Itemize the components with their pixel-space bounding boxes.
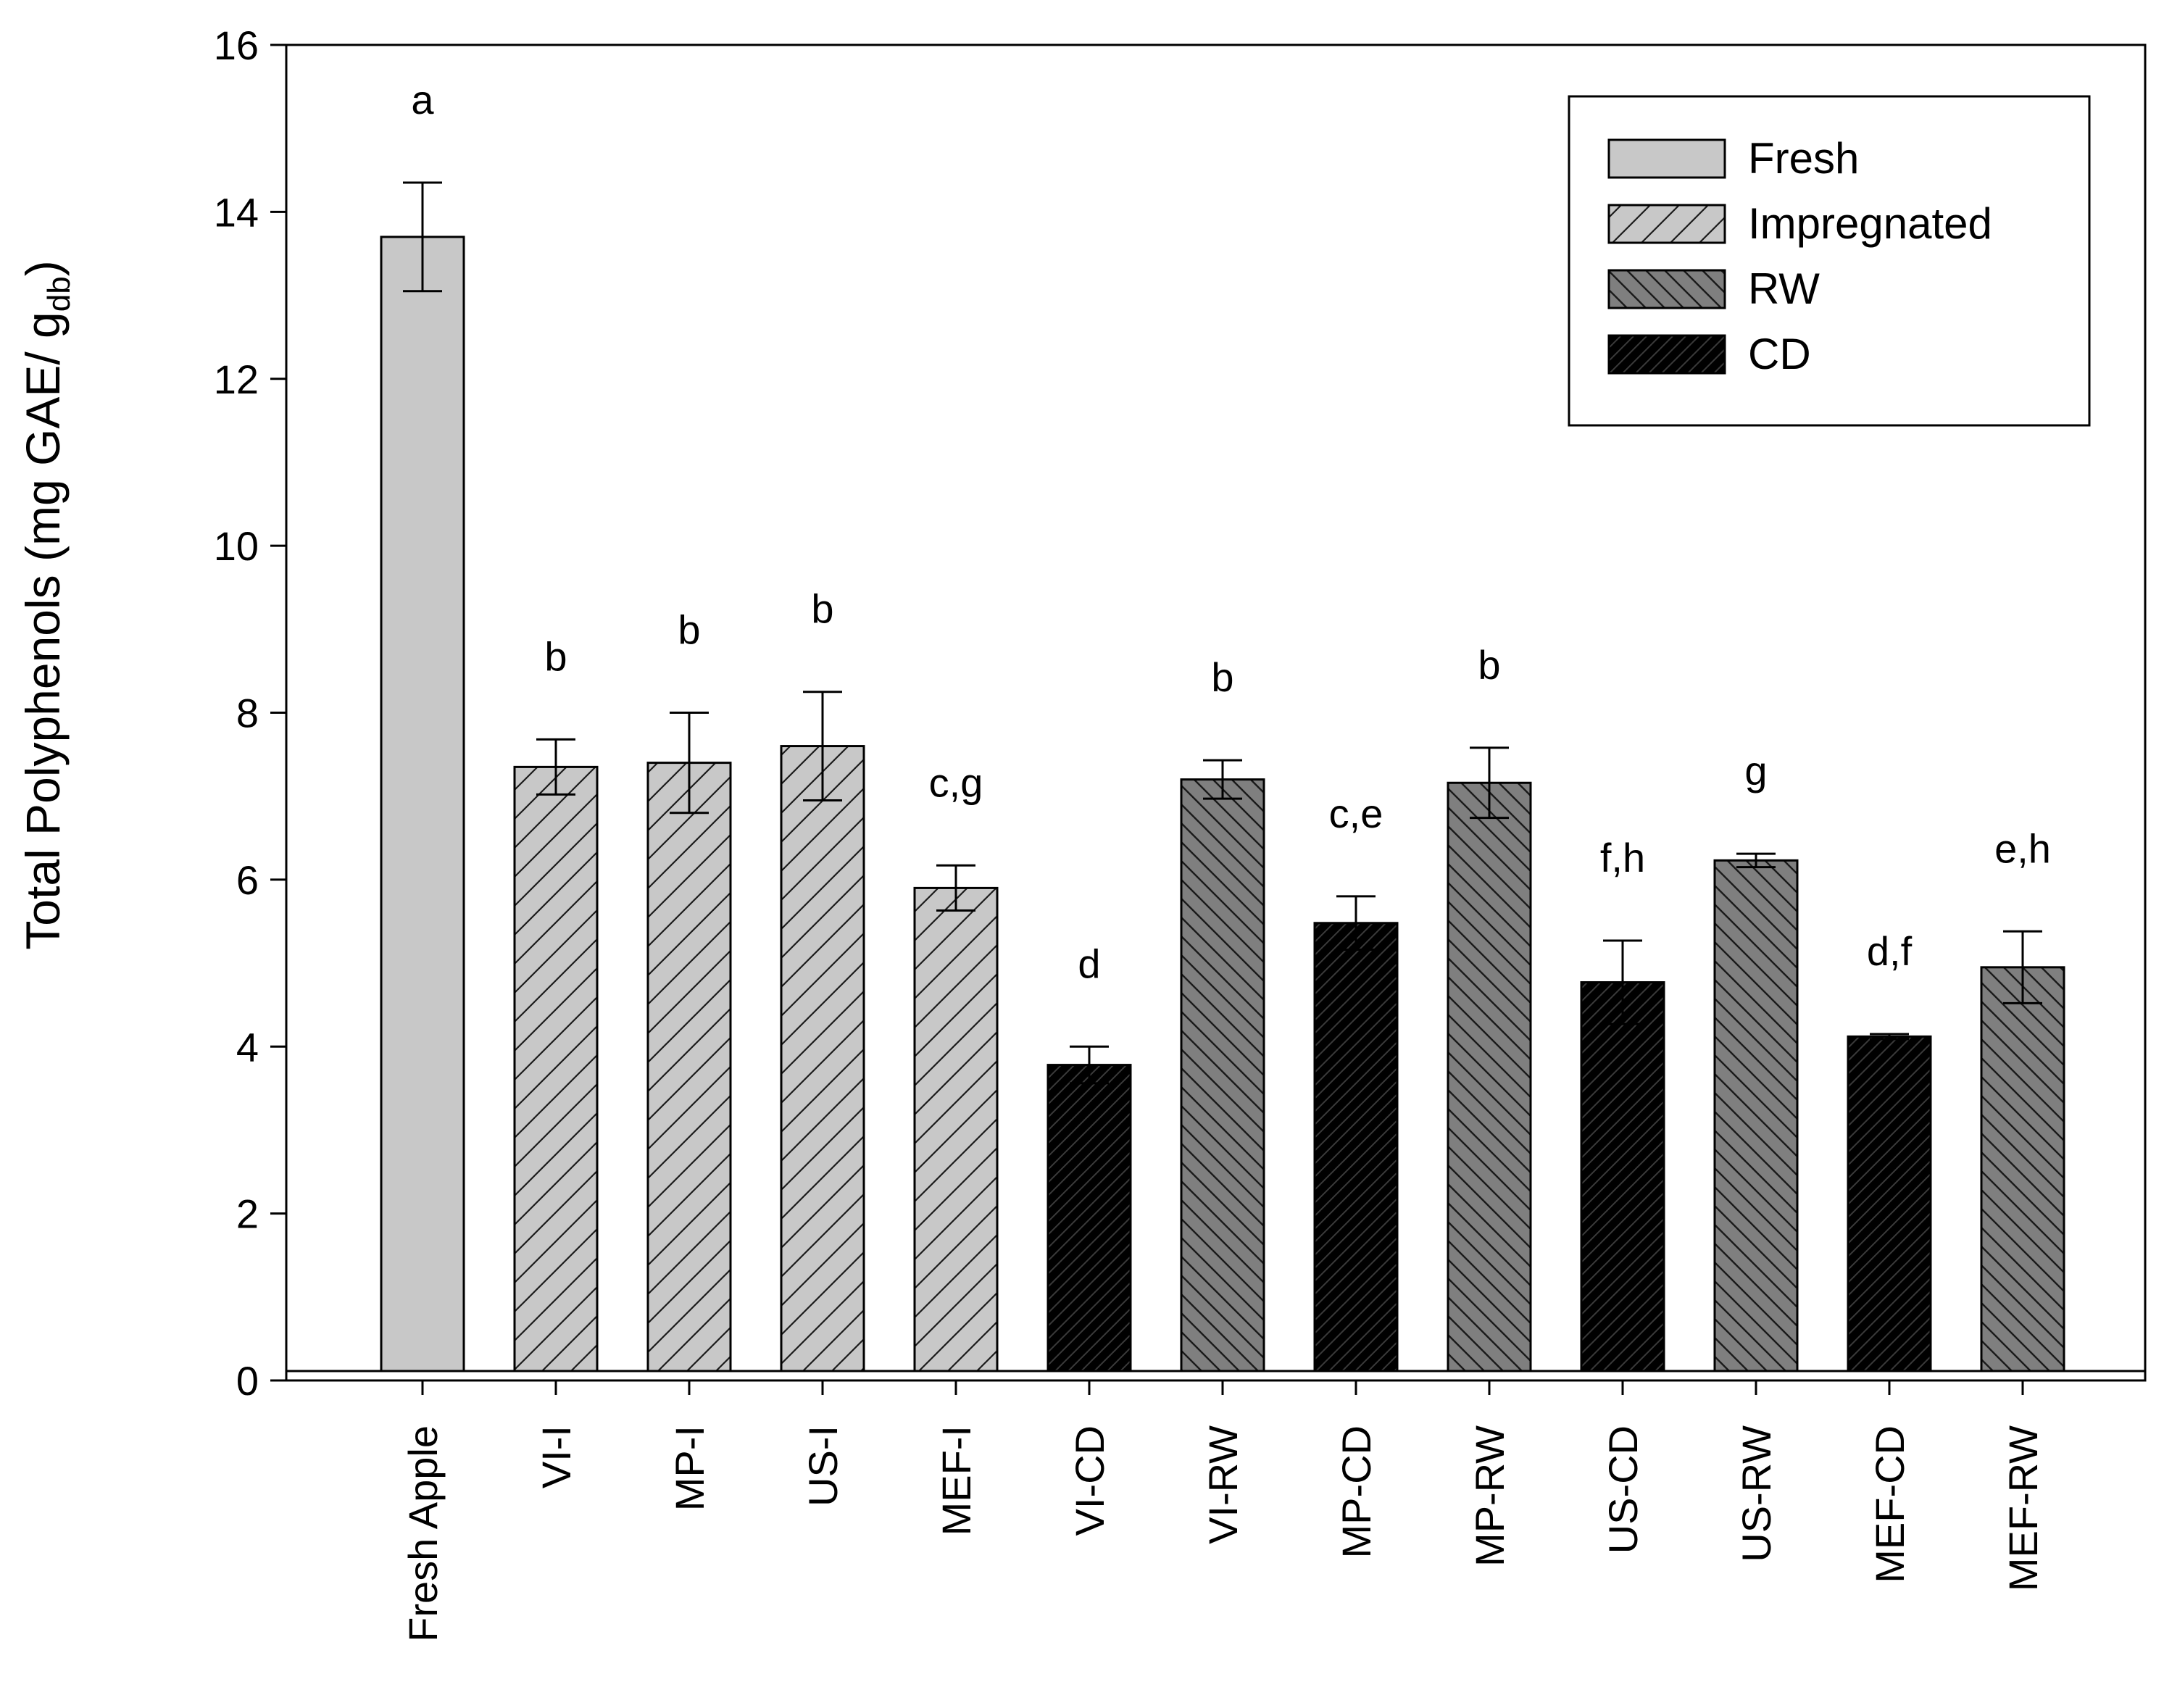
significance-letter: d <box>1078 941 1100 986</box>
y-tick-label: 10 <box>214 523 259 569</box>
significance-letter: f,h <box>1600 835 1645 880</box>
x-category-label: MEF-I <box>933 1425 979 1536</box>
bar-mef-rw <box>1980 966 2065 1372</box>
bar-vi-i <box>513 765 599 1372</box>
bar-us-rw <box>1713 859 1799 1372</box>
bar-vi-cd <box>1046 1064 1132 1372</box>
legend-label-impregnated: Impregnated <box>1748 199 1992 248</box>
y-tick-label: 12 <box>214 357 259 402</box>
x-category-label: MP-CD <box>1333 1425 1379 1559</box>
y-axis: 0 2 4 6 8 10 12 14 16 <box>214 22 286 1404</box>
bar-us-cd <box>1580 981 1665 1372</box>
significance-letter: b <box>544 633 567 679</box>
bar-mp-rw <box>1447 781 1532 1372</box>
x-category-label: MEF-RW <box>2000 1425 2046 1591</box>
bar-mp-i <box>646 762 732 1372</box>
y-tick-label: 2 <box>236 1191 259 1237</box>
bar-mef-cd <box>1847 1035 1932 1372</box>
legend: Fresh Impregnated RW CD <box>1568 95 2091 427</box>
x-category-label: MP-RW <box>1467 1425 1512 1567</box>
x-category-label: VI-CD <box>1067 1425 1112 1536</box>
bar-fresh-apple <box>380 236 465 1372</box>
significance-letter: b <box>1478 642 1500 688</box>
x-category-label: US-CD <box>1600 1425 1646 1554</box>
bar-us-i <box>780 745 865 1372</box>
bars: a b b b c,g d b c,e b f,h g d,f e,h <box>380 77 2065 1372</box>
y-tick-label: 8 <box>236 691 259 736</box>
legend-swatch-fresh <box>1607 138 1726 179</box>
significance-letter: b <box>1211 654 1233 700</box>
significance-letter: e,h <box>1994 825 2051 871</box>
x-category-label: MP-I <box>667 1425 712 1511</box>
y-axis-label-close: ) <box>16 260 70 276</box>
x-category-label: Fresh Apple <box>400 1425 446 1642</box>
x-category-label: US-RW <box>1734 1425 1779 1562</box>
bar-mef-i <box>913 886 999 1372</box>
y-tick-label: 4 <box>236 1024 259 1070</box>
significance-letter: b <box>678 607 700 653</box>
legend-swatch-cd <box>1607 334 1726 375</box>
y-tick-label: 14 <box>214 189 259 235</box>
significance-letter: a <box>411 77 434 122</box>
legend-swatch-impregnated <box>1607 204 1726 244</box>
significance-letter: b <box>811 586 833 632</box>
y-axis-label-subscript: db <box>41 276 77 312</box>
significance-letter: d,f <box>1867 928 1913 974</box>
legend-label-fresh: Fresh <box>1748 134 1859 183</box>
significance-letter: g <box>1744 748 1767 793</box>
legend-label-cd: CD <box>1748 330 1811 378</box>
x-category-label: US-I <box>800 1425 846 1507</box>
legend-label-rw: RW <box>1748 264 1820 313</box>
bar-mp-cd <box>1313 922 1399 1372</box>
legend-swatch-rw <box>1607 269 1726 309</box>
y-axis-label: Total Polyphenols (mg GAE/ gdb) <box>16 260 77 949</box>
x-category-label: VI-RW <box>1200 1425 1246 1544</box>
x-axis: Fresh Apple VI-I MP-I US-I MEF-I VI-CD VI-RW MP… <box>400 1380 2046 1642</box>
significance-letter: c,g <box>929 759 983 805</box>
x-category-label: MEF-CD <box>1867 1425 1913 1583</box>
y-axis-label-main: Total Polyphenols (mg GAE/ g <box>16 312 70 949</box>
y-tick-label: 0 <box>236 1358 259 1404</box>
x-category-label: VI-I <box>533 1425 579 1488</box>
bar-vi-rw <box>1180 778 1265 1372</box>
y-tick-label: 6 <box>236 857 259 903</box>
significance-letter: c,e <box>1329 791 1383 836</box>
y-tick-label: 16 <box>214 22 259 68</box>
